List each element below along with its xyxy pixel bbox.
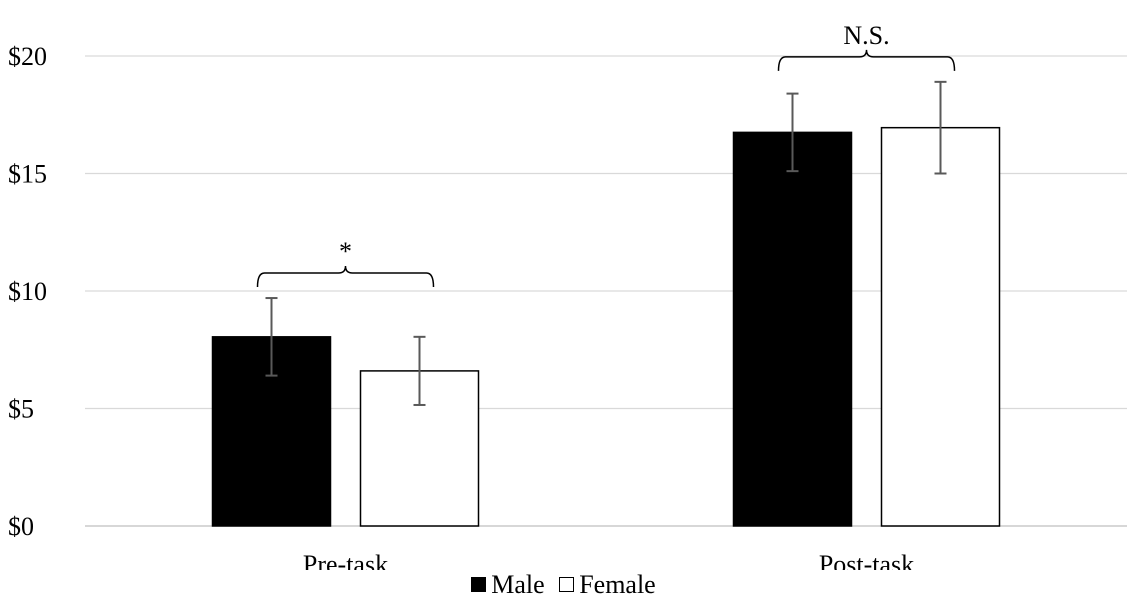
bars	[213, 128, 1000, 526]
legend-swatch-female	[559, 577, 574, 592]
significance-bracket	[258, 266, 434, 287]
significance-label: N.S.	[843, 21, 889, 50]
bar	[734, 132, 852, 526]
legend-label-female: Female	[579, 570, 656, 599]
legend: Male Female	[0, 570, 1127, 600]
y-tick-label: $0	[8, 512, 34, 541]
y-axis-tick-labels: $0 $5 $10 $15 $20	[8, 42, 47, 541]
significance-label: *	[339, 237, 352, 266]
y-tick-label: $15	[8, 160, 47, 189]
legend-label-male: Male	[491, 570, 544, 599]
x-category-label: Post-task	[819, 550, 914, 570]
x-axis-category-labels: Pre-task Post-task	[303, 550, 914, 570]
y-tick-label: $10	[8, 277, 47, 306]
y-tick-label: $5	[8, 395, 34, 424]
legend-swatch-male	[471, 577, 486, 592]
bar	[882, 128, 1000, 526]
y-tick-label: $20	[8, 42, 47, 71]
significance-bracket	[779, 50, 955, 71]
legend-item-male: Male	[471, 570, 544, 600]
x-category-label: Pre-task	[303, 550, 388, 570]
bar-chart: $0 $5 $10 $15 $20 * N.S. Pre-task Post-task	[0, 0, 1127, 570]
legend-item-female: Female	[559, 570, 656, 600]
